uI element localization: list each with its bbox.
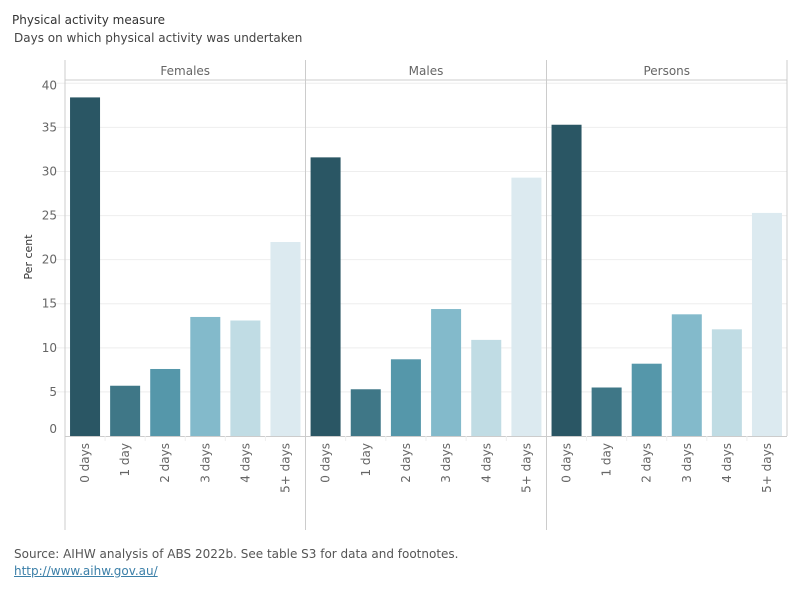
x-tick-label: 3 days xyxy=(680,443,694,483)
bar-males-2 xyxy=(390,359,421,436)
source-note: Source: AIHW analysis of ABS 2022b. See … xyxy=(14,547,459,561)
x-tick-label: 0 days xyxy=(78,443,92,483)
bar-females-2 xyxy=(150,368,181,436)
y-tick-label: 40 xyxy=(42,78,57,92)
bar-chart: 0 5 10 15 20 25 30 35 40 Per cent Females 0 days 1 d… xyxy=(22,60,788,530)
y-tick-label: 15 xyxy=(42,297,57,311)
bar-persons-2 xyxy=(631,363,662,436)
y-tick-label: 0 xyxy=(49,422,57,436)
bar-females-0 xyxy=(70,97,101,437)
bar-males-3 xyxy=(431,309,462,436)
y-tick-label: 5 xyxy=(49,385,57,399)
source-link[interactable]: http://www.aihw.gov.au/ xyxy=(14,564,158,578)
x-tick-label: 4 days xyxy=(720,443,734,483)
y-axis-label: Per cent xyxy=(22,234,35,280)
panel-header-persons: Persons xyxy=(643,64,690,78)
chart-subtitle: Days on which physical activity was unde… xyxy=(14,31,303,45)
bar-persons-4 xyxy=(711,329,742,436)
x-tick-label: 4 days xyxy=(479,443,493,483)
x-tick-label: 2 days xyxy=(399,443,413,483)
x-tick-label: 5+ days xyxy=(278,443,292,493)
x-tick-label: 5+ days xyxy=(519,443,533,493)
bar-females-5 xyxy=(270,242,301,436)
panel-header-females: Females xyxy=(160,64,210,78)
y-tick-label: 30 xyxy=(42,164,57,178)
bar-males-1 xyxy=(350,389,381,436)
x-tick-label: 1 day xyxy=(118,443,132,477)
bar-females-1 xyxy=(110,385,141,436)
x-tick-label: 1 day xyxy=(359,443,373,477)
x-tick-label: 1 day xyxy=(600,443,614,477)
x-tick-label: 0 days xyxy=(560,443,574,483)
bar-males-4 xyxy=(471,339,502,436)
y-tick-label: 20 xyxy=(42,253,57,267)
x-tick-label: 5+ days xyxy=(760,443,774,493)
bar-males-5 xyxy=(511,177,542,436)
x-tick-label: 3 days xyxy=(439,443,453,483)
x-tick-label: 2 days xyxy=(158,443,172,483)
bar-persons-0 xyxy=(551,124,582,436)
y-tick-label: 35 xyxy=(42,120,57,134)
bar-females-4 xyxy=(230,320,261,436)
x-tick-label: 2 days xyxy=(640,443,654,483)
bar-males-0 xyxy=(310,157,341,436)
bar-females-3 xyxy=(190,316,221,436)
bar-persons-1 xyxy=(591,387,622,436)
x-tick-label: 4 days xyxy=(238,443,252,483)
y-tick-label: 10 xyxy=(42,341,57,355)
x-tick-label: 0 days xyxy=(319,443,333,483)
y-tick-label: 25 xyxy=(42,209,57,223)
x-tick-label: 3 days xyxy=(198,443,212,483)
bar-persons-5 xyxy=(751,212,782,436)
chart-title: Physical activity measure xyxy=(12,13,166,27)
bar-persons-3 xyxy=(671,314,702,436)
panel-header-males: Males xyxy=(409,64,444,78)
